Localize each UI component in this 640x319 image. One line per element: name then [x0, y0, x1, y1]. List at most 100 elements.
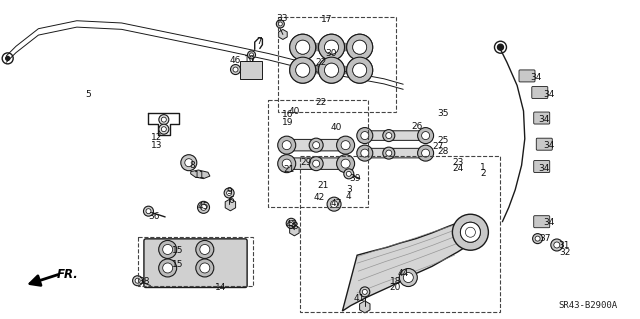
Circle shape — [331, 201, 337, 208]
Circle shape — [278, 155, 296, 173]
Circle shape — [196, 259, 214, 277]
Circle shape — [418, 145, 434, 161]
Text: 16: 16 — [282, 110, 294, 119]
Circle shape — [163, 263, 173, 273]
Circle shape — [286, 218, 296, 228]
Circle shape — [161, 117, 166, 122]
Circle shape — [319, 34, 344, 60]
Text: 22: 22 — [316, 58, 327, 67]
Circle shape — [146, 209, 151, 214]
Text: 34: 34 — [531, 73, 542, 82]
Circle shape — [554, 242, 560, 248]
Circle shape — [353, 63, 367, 77]
Text: 47: 47 — [330, 199, 342, 208]
Text: 42: 42 — [313, 193, 324, 202]
Text: 7: 7 — [257, 37, 262, 46]
Circle shape — [135, 278, 140, 283]
Circle shape — [185, 159, 193, 167]
Circle shape — [198, 201, 209, 213]
Circle shape — [422, 131, 429, 140]
Circle shape — [159, 115, 169, 125]
Circle shape — [200, 263, 210, 273]
Circle shape — [290, 34, 316, 60]
Circle shape — [383, 130, 395, 142]
Circle shape — [341, 159, 350, 168]
Text: 2: 2 — [481, 169, 486, 178]
Text: 34: 34 — [538, 164, 550, 173]
Circle shape — [233, 67, 238, 72]
Circle shape — [399, 269, 417, 286]
Text: 25: 25 — [437, 136, 449, 145]
Text: 40: 40 — [289, 107, 300, 115]
Circle shape — [296, 63, 310, 77]
Circle shape — [347, 57, 372, 83]
Circle shape — [296, 63, 310, 77]
Circle shape — [224, 188, 234, 198]
Circle shape — [276, 20, 284, 28]
Text: 38: 38 — [287, 222, 299, 231]
Text: 23: 23 — [452, 158, 463, 167]
FancyBboxPatch shape — [287, 139, 346, 151]
Circle shape — [452, 214, 488, 250]
Text: 15: 15 — [172, 260, 184, 269]
Text: 11: 11 — [194, 171, 205, 180]
Text: 28: 28 — [437, 147, 449, 156]
Text: 34: 34 — [543, 218, 555, 227]
Circle shape — [159, 241, 177, 258]
Circle shape — [196, 241, 214, 258]
Circle shape — [347, 34, 372, 60]
Circle shape — [319, 57, 344, 83]
Text: 36: 36 — [148, 212, 159, 221]
Text: 5: 5 — [86, 90, 91, 99]
Circle shape — [200, 244, 210, 255]
Circle shape — [353, 40, 367, 54]
Circle shape — [309, 138, 323, 152]
FancyBboxPatch shape — [534, 112, 550, 124]
Text: 41: 41 — [354, 294, 365, 303]
Text: 21: 21 — [284, 165, 295, 174]
Circle shape — [159, 259, 177, 277]
Circle shape — [403, 272, 413, 283]
Circle shape — [347, 34, 372, 60]
Text: 18: 18 — [390, 277, 401, 286]
Bar — [240, 61, 262, 79]
Circle shape — [344, 169, 354, 179]
FancyBboxPatch shape — [534, 160, 550, 173]
Text: 39: 39 — [349, 174, 361, 183]
Text: 20: 20 — [390, 283, 401, 292]
Circle shape — [341, 141, 350, 150]
Text: 34: 34 — [543, 141, 555, 150]
Circle shape — [337, 136, 355, 154]
Circle shape — [282, 159, 291, 168]
Circle shape — [132, 276, 143, 286]
Circle shape — [324, 63, 339, 77]
Text: 34: 34 — [543, 90, 555, 99]
Bar — [268, 100, 368, 207]
Circle shape — [418, 128, 434, 144]
FancyBboxPatch shape — [144, 239, 247, 287]
FancyBboxPatch shape — [365, 131, 426, 140]
Text: 13: 13 — [151, 141, 163, 150]
Text: 45: 45 — [198, 202, 209, 211]
Text: 30: 30 — [326, 49, 337, 58]
FancyBboxPatch shape — [519, 70, 535, 82]
Circle shape — [386, 133, 392, 138]
Text: 32: 32 — [559, 248, 570, 256]
Circle shape — [497, 44, 504, 50]
Text: 26: 26 — [412, 122, 423, 130]
Circle shape — [324, 63, 339, 77]
Text: SR43-B2900A: SR43-B2900A — [558, 301, 617, 310]
Circle shape — [535, 236, 540, 241]
Circle shape — [404, 273, 412, 282]
Text: 6: 6 — [229, 197, 234, 205]
Circle shape — [532, 234, 543, 244]
FancyBboxPatch shape — [365, 148, 426, 158]
Text: 21: 21 — [317, 181, 329, 189]
Text: 46: 46 — [230, 56, 241, 65]
Circle shape — [324, 40, 339, 54]
Circle shape — [290, 34, 316, 60]
Circle shape — [386, 150, 392, 156]
Text: 4: 4 — [346, 192, 351, 201]
Circle shape — [460, 222, 481, 242]
Circle shape — [163, 244, 173, 255]
